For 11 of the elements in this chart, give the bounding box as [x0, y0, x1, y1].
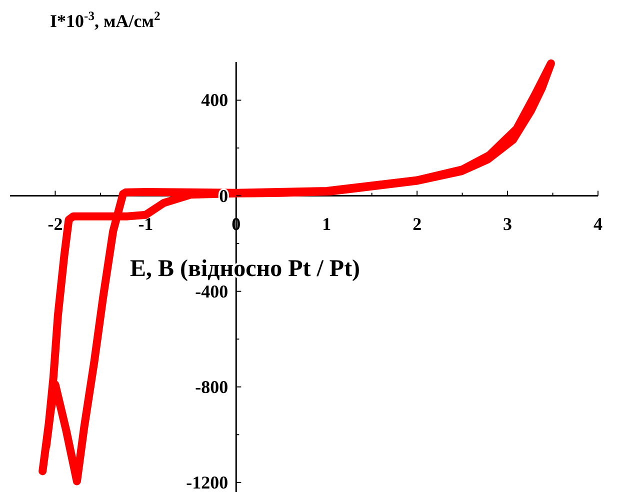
x-tick-label: -2 [48, 214, 63, 234]
y-tick-label: -400 [195, 281, 228, 302]
x-tick-label: 3 [503, 214, 512, 234]
y-tick-label: -800 [195, 376, 228, 397]
y-tick-label: 400 [201, 90, 228, 110]
x-tick-label: 1 [322, 214, 332, 234]
x-tick-label: 2 [412, 214, 422, 234]
y-tick-label: -1200 [186, 472, 228, 492]
y-axis-title: I*10$^{-3}$, мА/см$^{2}$ [50, 9, 160, 31]
x-tick-label: 4 [594, 214, 602, 234]
x-tick-label: -1 [138, 214, 154, 234]
